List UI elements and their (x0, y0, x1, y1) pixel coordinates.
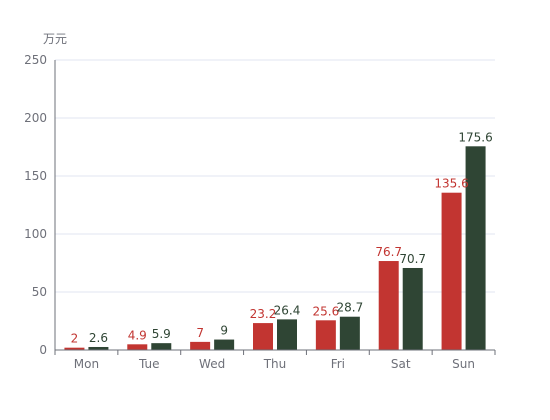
x-tick-label: Sat (391, 357, 411, 371)
x-tick-label: Fri (331, 357, 345, 371)
bar (127, 344, 148, 350)
bar (339, 316, 360, 350)
data-label: 175.6 (458, 130, 492, 144)
x-tick-label: Wed (199, 357, 225, 371)
x-tick-label: Mon (74, 357, 99, 371)
data-label: 9 (220, 324, 228, 338)
data-label: 135.6 (434, 177, 468, 191)
y-tick-label: 0 (39, 343, 47, 357)
data-label: 5.9 (152, 327, 171, 341)
bar (151, 343, 172, 350)
y-tick-label: 50 (32, 285, 47, 299)
x-tick-label: Sun (452, 357, 475, 371)
data-label: 2 (71, 332, 79, 346)
bar (214, 339, 235, 350)
data-labels: 2 4.9 7 23.2 25.6 76.7 135.6 2.6 5.9 9 26.4 28.7 70.… (71, 130, 493, 345)
bar (402, 267, 423, 350)
y-tick-label: 250 (24, 53, 47, 67)
bar (441, 192, 462, 350)
data-label: 28.7 (336, 301, 363, 315)
bar (277, 319, 297, 350)
data-label: 25.6 (312, 304, 339, 318)
y-tick-label: 200 (24, 111, 47, 125)
data-label: 76.7 (375, 245, 402, 259)
x-tick-label: Thu (263, 357, 287, 371)
grid-lines (55, 59, 495, 293)
bar (190, 341, 211, 350)
data-label: 26.4 (274, 303, 301, 317)
bar (378, 261, 399, 350)
y-tick-label: 100 (24, 227, 47, 241)
data-label: 2.6 (89, 331, 108, 345)
bar (315, 320, 336, 350)
data-label: 4.9 (128, 328, 147, 342)
data-label: 7 (196, 326, 204, 340)
data-label: 23.2 (250, 307, 277, 321)
x-tick-label: Tue (138, 357, 160, 371)
y-axis-unit: 万元 (43, 32, 67, 46)
bar (465, 146, 486, 350)
bar (64, 347, 85, 350)
bars (64, 146, 486, 350)
y-tick-label: 150 (24, 169, 47, 183)
data-label: 70.7 (399, 252, 426, 266)
axes: 0 50 100 150 200 250 Mon Tue Wed Thu Fri Sat Sun (24, 53, 496, 371)
bar (88, 346, 109, 350)
bar (253, 323, 273, 350)
